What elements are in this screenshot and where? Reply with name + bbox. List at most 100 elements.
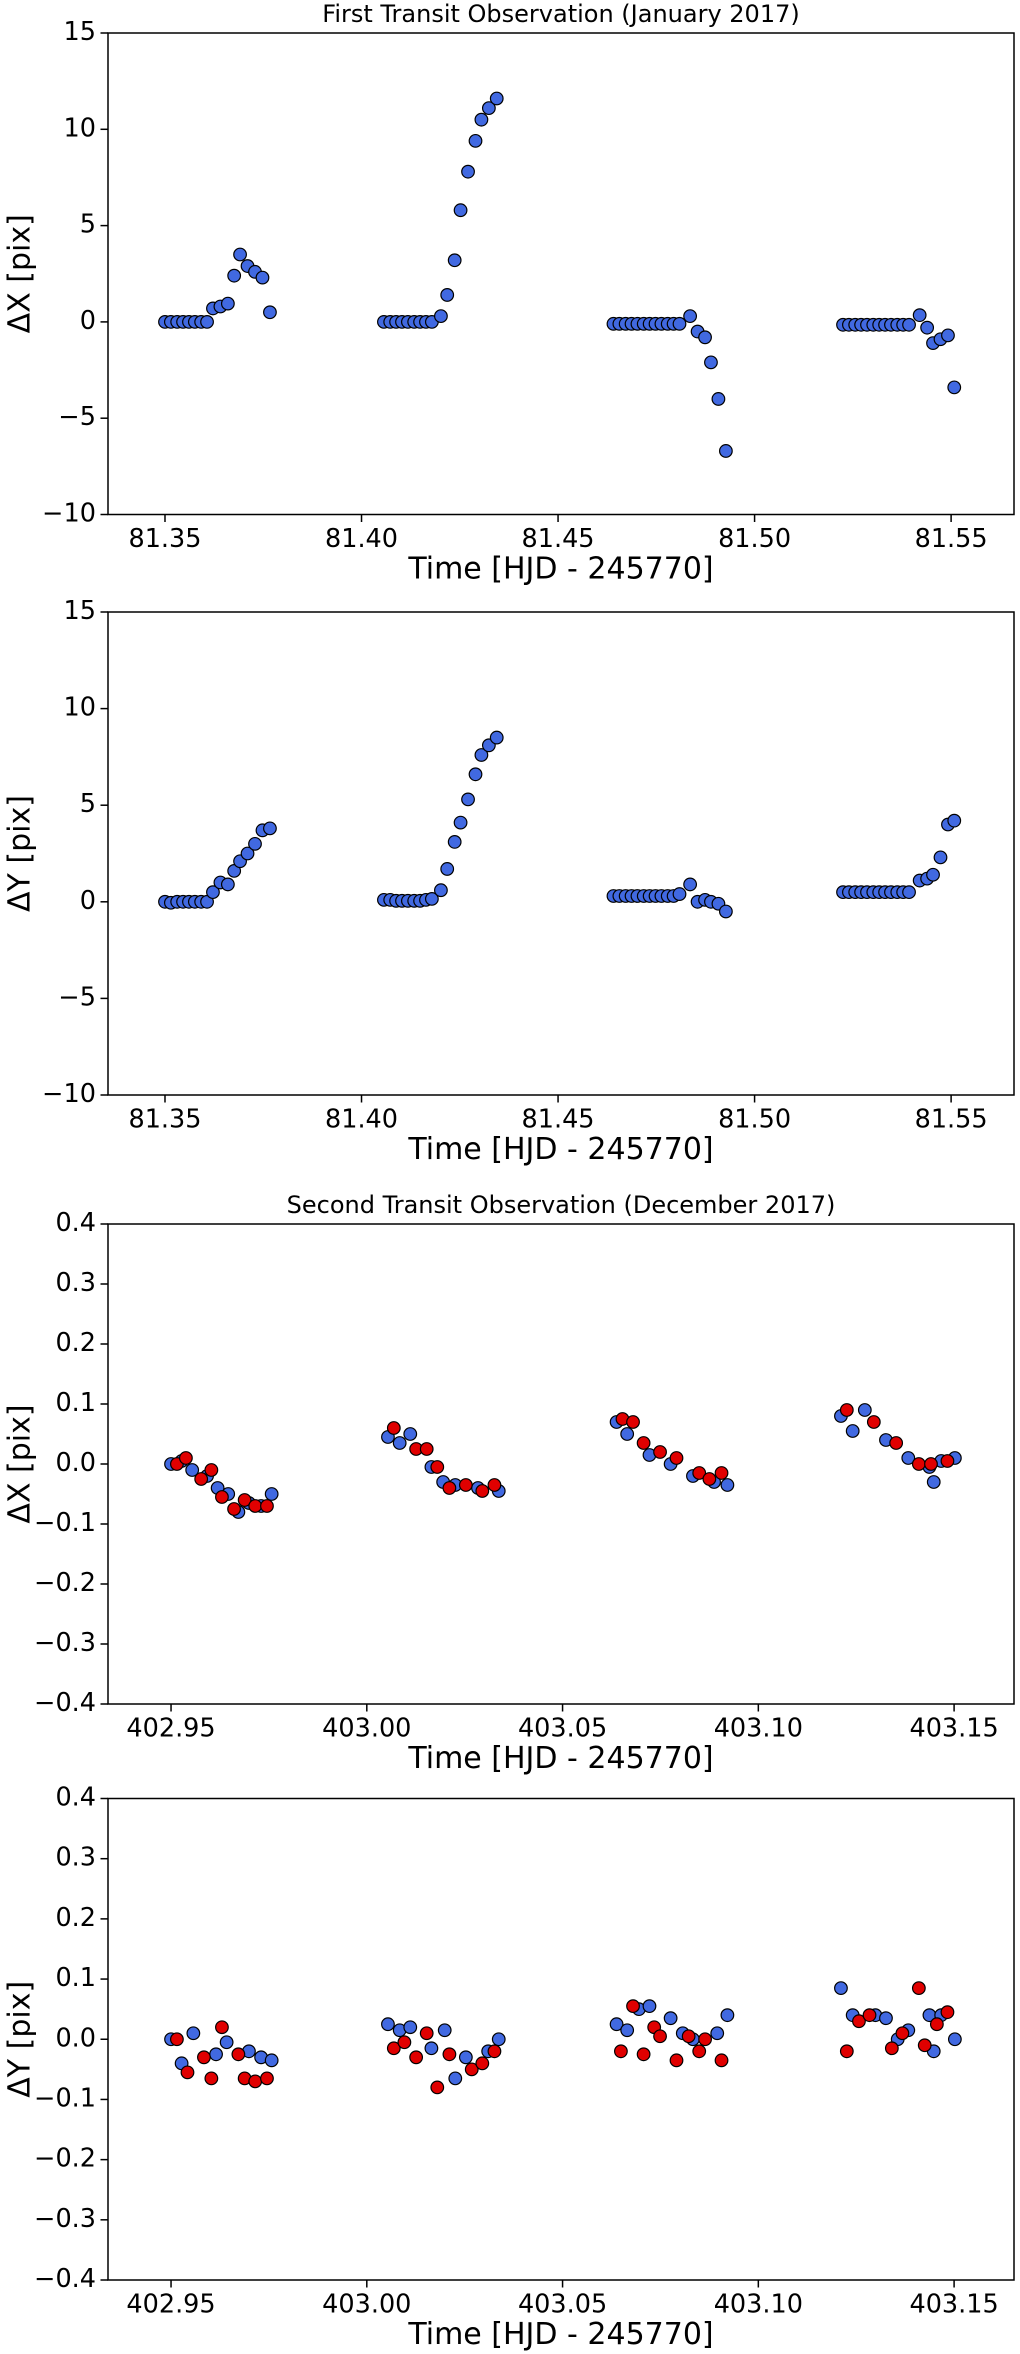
data-point	[672, 316, 687, 331]
data-point	[901, 1451, 916, 1465]
data-point	[227, 268, 242, 283]
data-point	[609, 2017, 624, 2032]
data-point	[260, 2071, 274, 2086]
data-point	[669, 2053, 684, 2068]
data-point	[698, 2032, 712, 2047]
y-tick-label: 0.2	[55, 1328, 96, 1358]
data-point	[475, 1484, 490, 1498]
y-tick-label: 0	[80, 886, 96, 916]
data-point	[263, 305, 277, 320]
x-tick-label: 81.50	[718, 524, 791, 554]
x-tick-label: 81.40	[325, 1105, 398, 1135]
plot-frame	[107, 32, 1015, 516]
data-point	[839, 2044, 854, 2059]
x-tick-label: 81.35	[128, 1105, 201, 1135]
data-point	[464, 2062, 479, 2077]
data-point	[889, 1436, 904, 1450]
data-point	[248, 1499, 263, 1513]
x-tick-label: 403.00	[322, 2290, 411, 2320]
data-point	[220, 296, 235, 311]
data-point	[672, 887, 687, 901]
data-point	[714, 2053, 729, 2068]
data-point	[839, 1403, 854, 1417]
data-point	[879, 2011, 893, 2026]
y-tick-label: −5	[58, 982, 96, 1012]
y-tick-label: 0.4	[55, 1208, 96, 1238]
chart-title: Second Transit Observation (December 201…	[287, 1191, 836, 1219]
data-point	[720, 1478, 735, 1492]
x-tick-label: 403.15	[909, 1714, 998, 1744]
data-point	[170, 2032, 184, 2047]
data-point	[626, 1415, 640, 1429]
x-tick-label: 81.55	[915, 1105, 988, 1135]
data-point	[386, 1421, 401, 1435]
data-point	[884, 2041, 899, 2056]
x-tick-label: 81.35	[128, 524, 201, 554]
data-point	[491, 2032, 506, 2047]
data-point	[692, 1466, 707, 1480]
data-point	[933, 850, 948, 865]
data-point	[180, 2065, 195, 2080]
data-point	[186, 2026, 201, 2041]
x-tick-label: 402.95	[126, 2290, 215, 2320]
data-point	[461, 792, 475, 807]
data-point	[430, 2080, 445, 2095]
data-point	[487, 1478, 502, 1492]
y-tick-label: −5	[58, 402, 96, 432]
data-point	[248, 836, 262, 851]
x-tick-label: 403.05	[518, 1714, 607, 1744]
data-point	[924, 1457, 938, 1471]
data-point	[403, 2020, 418, 2035]
y-tick-label: 15	[64, 596, 96, 626]
data-point	[845, 1424, 860, 1438]
x-tick-label: 403.10	[714, 1714, 803, 1744]
data-point	[424, 892, 439, 906]
data-point	[614, 2044, 628, 2059]
x-tick-label: 81.40	[325, 524, 398, 554]
data-point	[260, 1499, 274, 1513]
data-point	[458, 1478, 473, 1492]
data-point	[852, 2014, 866, 2029]
y-tick-label: 5	[80, 210, 96, 240]
y-tick-label: −0.1	[34, 2083, 96, 2113]
plot-frame	[107, 1797, 1015, 2281]
plot-frame	[107, 1223, 1015, 1705]
data-point	[718, 444, 733, 458]
data-point	[219, 2035, 234, 2050]
data-point	[620, 1427, 635, 1441]
x-axis-label: Time [HJD - 245770]	[407, 2317, 713, 2352]
data-point	[237, 1493, 252, 1507]
data-point	[681, 2029, 696, 2044]
data-point	[409, 2050, 424, 2065]
data-point	[911, 1457, 926, 1471]
data-point	[419, 1442, 434, 1456]
y-tick-label: −0.3	[34, 2204, 96, 2234]
data-point	[653, 1445, 667, 1459]
y-axis-label: ΔY [pix]	[3, 1981, 38, 2098]
data-point	[902, 885, 916, 900]
x-tick-label: 81.50	[718, 1105, 791, 1135]
data-point	[264, 1487, 279, 1501]
data-point	[434, 883, 448, 898]
data-point	[474, 112, 489, 127]
data-point	[442, 2047, 457, 2062]
data-point	[200, 315, 214, 329]
x-tick-label: 81.45	[522, 1105, 595, 1135]
data-point	[620, 2023, 635, 2038]
y-axis-label: ΔX [pix]	[3, 214, 38, 333]
data-point	[468, 767, 483, 782]
data-point	[381, 2017, 395, 2032]
y-tick-label: −0.1	[34, 1508, 96, 1538]
data-point	[197, 2050, 211, 2065]
y-tick-label: 5	[80, 789, 96, 819]
data-point	[204, 1463, 219, 1477]
data-point	[926, 867, 940, 882]
data-point	[468, 133, 483, 148]
data-point	[636, 1436, 651, 1450]
data-point	[698, 330, 712, 345]
plot-frame	[107, 611, 1015, 1096]
y-tick-label: 0.1	[55, 1388, 96, 1418]
y-tick-label: 0.3	[55, 1268, 96, 1298]
